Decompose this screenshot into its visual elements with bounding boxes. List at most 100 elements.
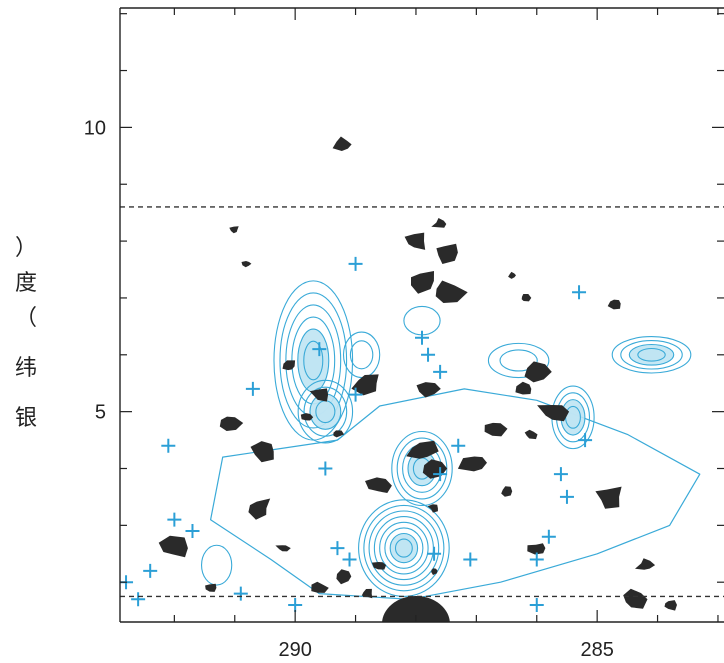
- cloud-10: [229, 226, 239, 234]
- contour-level-1-0: [297, 379, 354, 444]
- marker-6: [348, 387, 363, 402]
- contour-level-0-5: [303, 340, 324, 381]
- contour-level-5-1: [620, 340, 683, 370]
- marker-20: [342, 552, 357, 567]
- marker-24: [541, 529, 556, 544]
- cloud-24: [431, 568, 438, 575]
- cloud-3: [436, 243, 458, 264]
- cloud-25: [336, 569, 352, 585]
- cloud-16: [333, 430, 345, 438]
- cloud-35: [219, 416, 244, 431]
- cloud-7: [521, 294, 532, 302]
- marker-15: [167, 512, 182, 527]
- marker-0: [348, 256, 363, 271]
- marker-2: [421, 347, 436, 362]
- y-axis-label-char: （: [15, 306, 37, 331]
- contour-level-5-3: [637, 347, 666, 362]
- contour-level-1-3: [315, 400, 336, 424]
- contour-envelope: [210, 388, 701, 600]
- cloud-38: [527, 543, 546, 555]
- cloud-0: [332, 136, 352, 151]
- cloud-12: [515, 381, 532, 395]
- contour-level-6-0: [487, 342, 550, 379]
- contour-level-1-1: [303, 386, 348, 437]
- cloud-45: [524, 361, 552, 383]
- plot-content: [120, 136, 701, 622]
- marker-5: [312, 342, 327, 357]
- marker-28: [529, 597, 544, 612]
- marker-25: [233, 586, 248, 601]
- cloud-41: [623, 588, 648, 609]
- contour-level-3-4: [379, 521, 429, 575]
- x-tick-label: 290: [278, 639, 311, 661]
- cloud-1: [431, 218, 447, 228]
- contour-level-0-1: [279, 292, 348, 429]
- cloud-23: [371, 562, 387, 570]
- cloud-15: [300, 413, 314, 421]
- y-axis-label-char: 银: [15, 406, 37, 431]
- contour-level-6-1: [499, 349, 538, 372]
- cloud-11: [416, 382, 441, 398]
- cloud-13: [537, 405, 570, 422]
- marker-7: [245, 381, 260, 396]
- marker-19: [330, 541, 345, 556]
- marker-12: [553, 467, 568, 482]
- marker-27: [131, 592, 146, 607]
- cloud-21: [501, 486, 513, 497]
- cloud-26: [311, 581, 329, 593]
- marker-9: [318, 461, 333, 476]
- marker-4: [572, 285, 587, 300]
- marker-8: [161, 438, 176, 453]
- marker-17: [143, 563, 158, 578]
- cloud-22: [427, 504, 438, 513]
- cloud-33: [205, 583, 217, 592]
- cloud-44: [484, 422, 508, 437]
- y-axis-label-char: 度: [15, 271, 37, 296]
- marker-26: [288, 597, 303, 612]
- cloud-17: [406, 440, 439, 459]
- axes-layer: [119, 7, 724, 623]
- cloud-20: [457, 456, 487, 472]
- y-tick-label: 5: [95, 402, 106, 424]
- marker-1: [415, 330, 429, 345]
- cloud-19: [365, 477, 392, 493]
- cloud-36: [282, 360, 296, 371]
- labels-layer: 290 285 5 10 银纬 （ 度 ）: [15, 117, 614, 661]
- marker-16: [185, 524, 200, 539]
- y-axis-label-char: ）: [15, 236, 37, 261]
- cloud-4: [411, 271, 434, 294]
- cloud-42: [664, 600, 677, 611]
- cloud-6: [508, 271, 516, 279]
- marker-14: [578, 433, 593, 448]
- cloud-31: [248, 498, 271, 520]
- contour-level-8-0: [403, 305, 441, 336]
- contour-level-9-0: [200, 544, 233, 586]
- cloud-9: [241, 261, 252, 268]
- marker-21: [427, 546, 442, 561]
- cloud-43: [351, 374, 379, 396]
- y-axis-label-char: 纬: [15, 356, 37, 381]
- cloud-5: [435, 280, 468, 303]
- y-tick-label: 10: [84, 117, 106, 139]
- cloud-37: [309, 388, 329, 402]
- marker-22: [463, 552, 478, 567]
- contour-level-3-1: [363, 504, 445, 592]
- marker-13: [559, 489, 574, 504]
- contour-level-3-5: [384, 527, 424, 569]
- cloud-2: [404, 232, 426, 250]
- cloud-base: [382, 596, 450, 622]
- contour-level-3-7: [394, 538, 413, 558]
- contour-level-5-0: [611, 336, 692, 374]
- cloud-8: [607, 299, 621, 310]
- x-tick-label: 285: [580, 639, 613, 661]
- cloud-14: [524, 429, 538, 440]
- contour-level-3-2: [368, 510, 440, 586]
- contour-level-7-1: [349, 340, 374, 370]
- marker-11: [433, 467, 448, 482]
- contour-level-7-0: [342, 331, 381, 379]
- contour-level-4-3: [565, 405, 581, 429]
- marker-3: [433, 364, 448, 379]
- cloud-39: [595, 486, 622, 509]
- cloud-40: [635, 558, 656, 570]
